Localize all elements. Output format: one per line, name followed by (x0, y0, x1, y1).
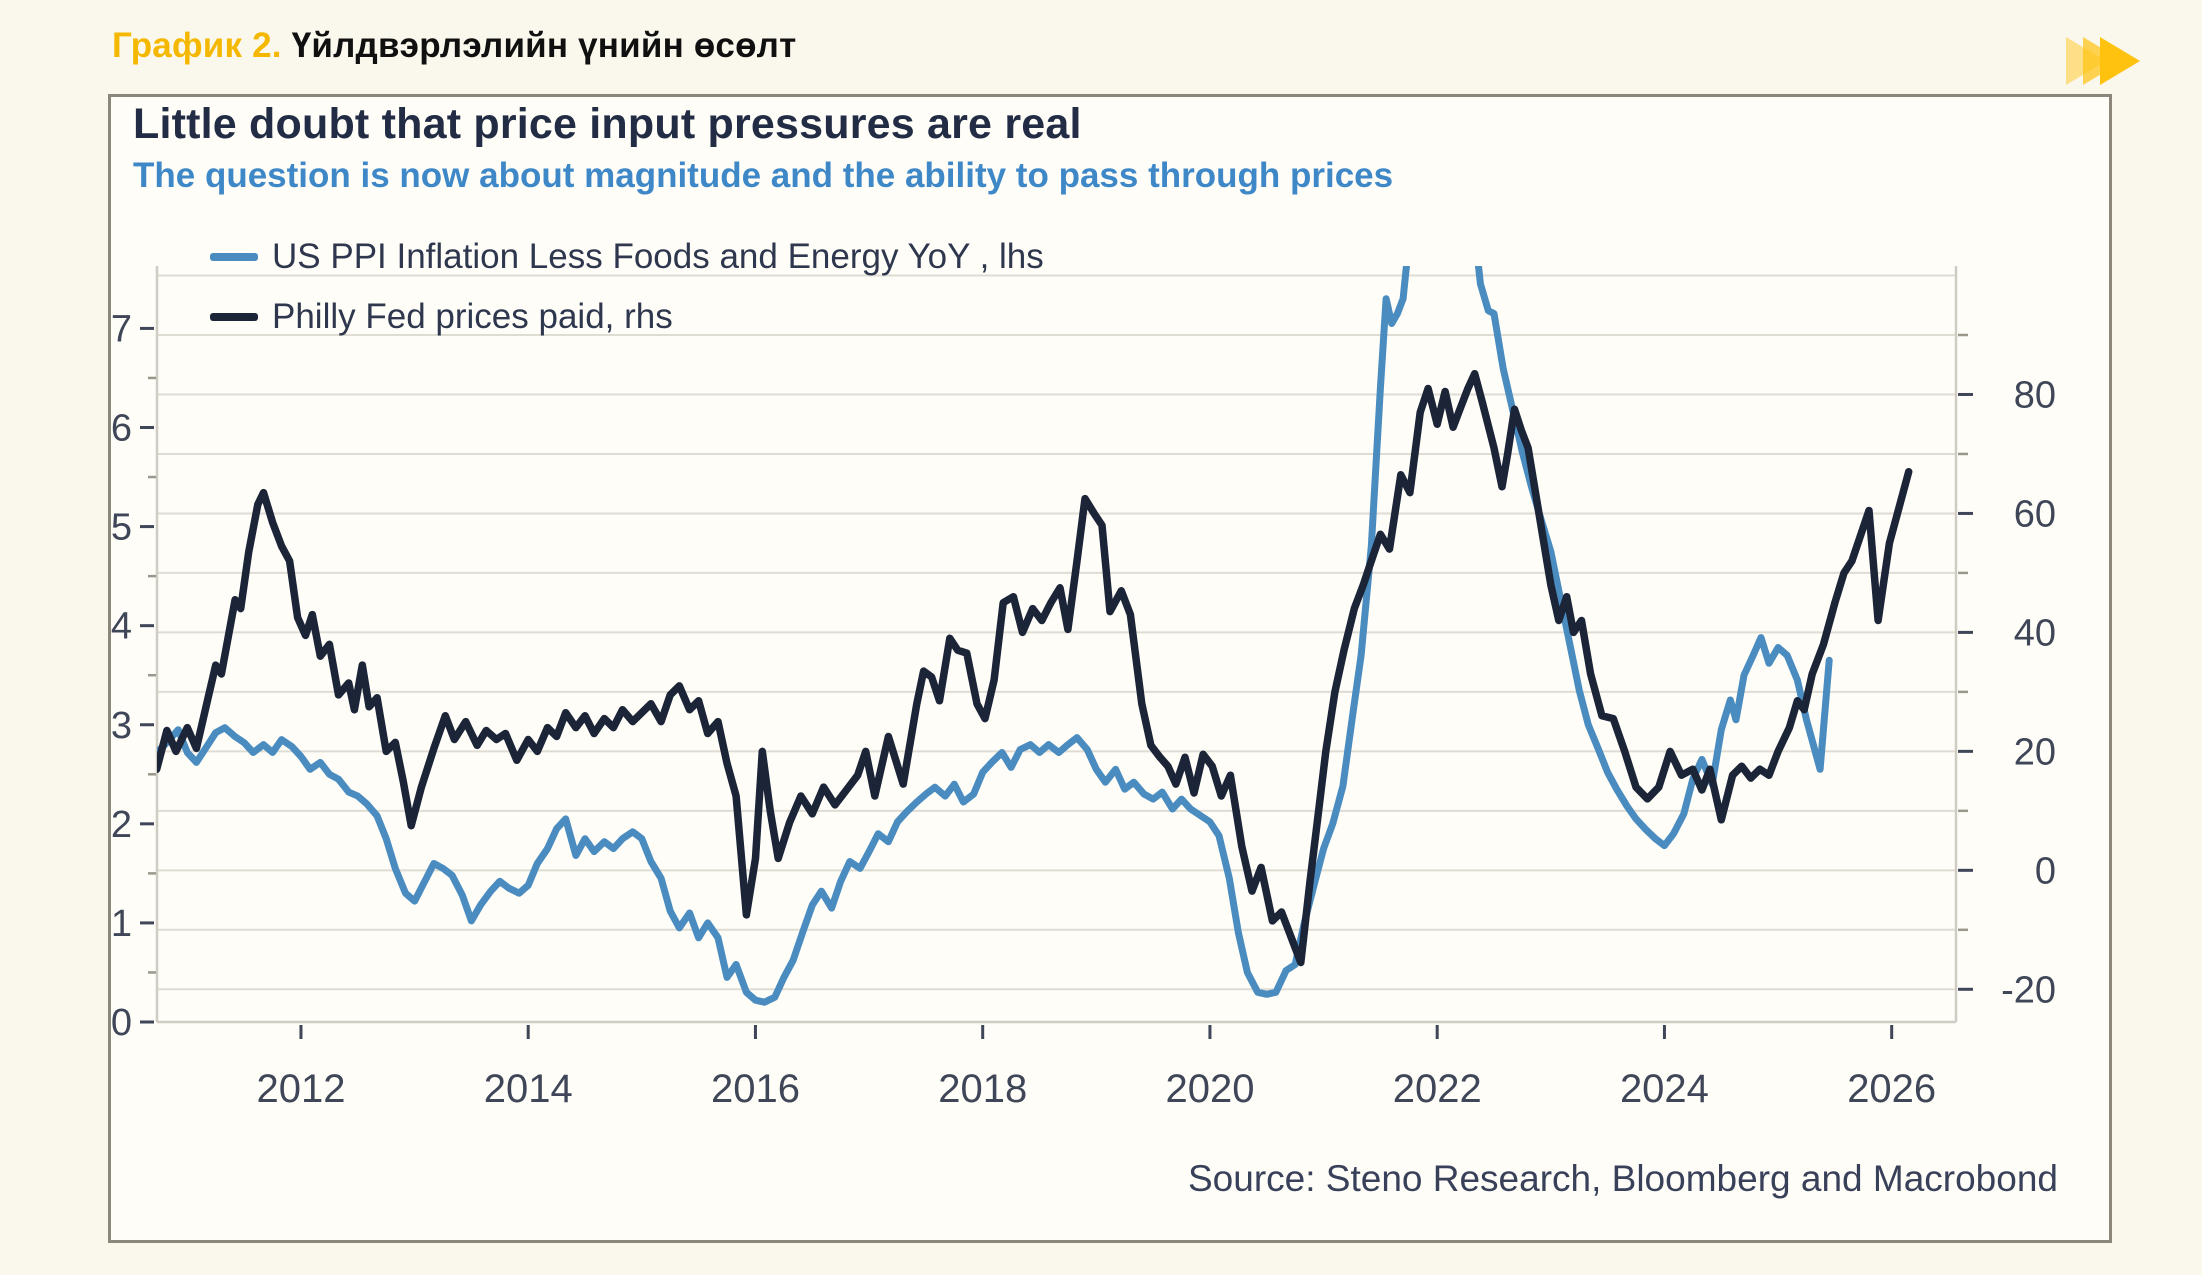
right-axis-tick-label: 60 (2014, 493, 2056, 535)
chart-subtitle: The question is now about magnitude and … (133, 156, 1394, 195)
header-chart-number: График 2. (112, 26, 282, 65)
x-axis-tick-label: 2024 (1620, 1067, 1709, 1111)
legend-swatch-navy (210, 313, 258, 321)
left-axis-tick-label: 2 (111, 804, 132, 846)
x-axis-tick-label: 2016 (711, 1067, 800, 1111)
right-axis-tick-label: 40 (2014, 612, 2056, 654)
right-axis-tick-label: 20 (2014, 731, 2056, 773)
left-axis-tick-label: 3 (111, 705, 132, 747)
x-axis-tick-label: 2026 (1847, 1067, 1936, 1111)
legend-item-ppi: US PPI Inflation Less Foods and Energy Y… (210, 234, 1044, 280)
left-axis-tick-label: 7 (111, 308, 132, 350)
legend-label-philly: Philly Fed prices paid, rhs (272, 297, 673, 336)
chart-frame (108, 94, 2112, 1243)
left-axis-tick-label: 5 (111, 507, 132, 549)
right-axis-tick-label: 80 (2014, 374, 2056, 416)
x-axis-tick-label: 2022 (1393, 1067, 1482, 1111)
series-line-philly (157, 369, 1913, 967)
chart-title: Little doubt that price input pressures … (133, 100, 1082, 148)
right-axis-tick-label: -20 (2001, 969, 2056, 1011)
x-axis-tick-label: 2012 (256, 1067, 345, 1111)
x-axis-tick-label: 2014 (484, 1067, 573, 1111)
left-axis-tick-label: 6 (111, 408, 132, 450)
legend: US PPI Inflation Less Foods and Energy Y… (210, 234, 1044, 354)
legend-item-philly: Philly Fed prices paid, rhs (210, 294, 1044, 340)
x-axis-tick-label: 2020 (1165, 1067, 1254, 1111)
series-line-ppi (157, 266, 1833, 1006)
header-chart-title: Үйлдвэрлэлийн үнийн өсөлт (291, 26, 797, 65)
page-header: График 2. Үйлдвэрлэлийн үнийн өсөлт (112, 26, 796, 66)
legend-label-ppi: US PPI Inflation Less Foods and Energy Y… (272, 237, 1044, 276)
legend-swatch-blue (210, 253, 258, 261)
fast-forward-icon (2066, 37, 2140, 85)
source-attribution: Source: Steno Research, Bloomberg and Ma… (1187, 1158, 2058, 1199)
left-axis-tick-label: 4 (111, 606, 132, 648)
left-axis-tick-label: 1 (111, 903, 132, 945)
x-axis-tick-label: 2018 (938, 1067, 1027, 1111)
right-axis-tick-label: 0 (2035, 850, 2056, 892)
left-axis-tick-label: 0 (111, 1002, 132, 1044)
